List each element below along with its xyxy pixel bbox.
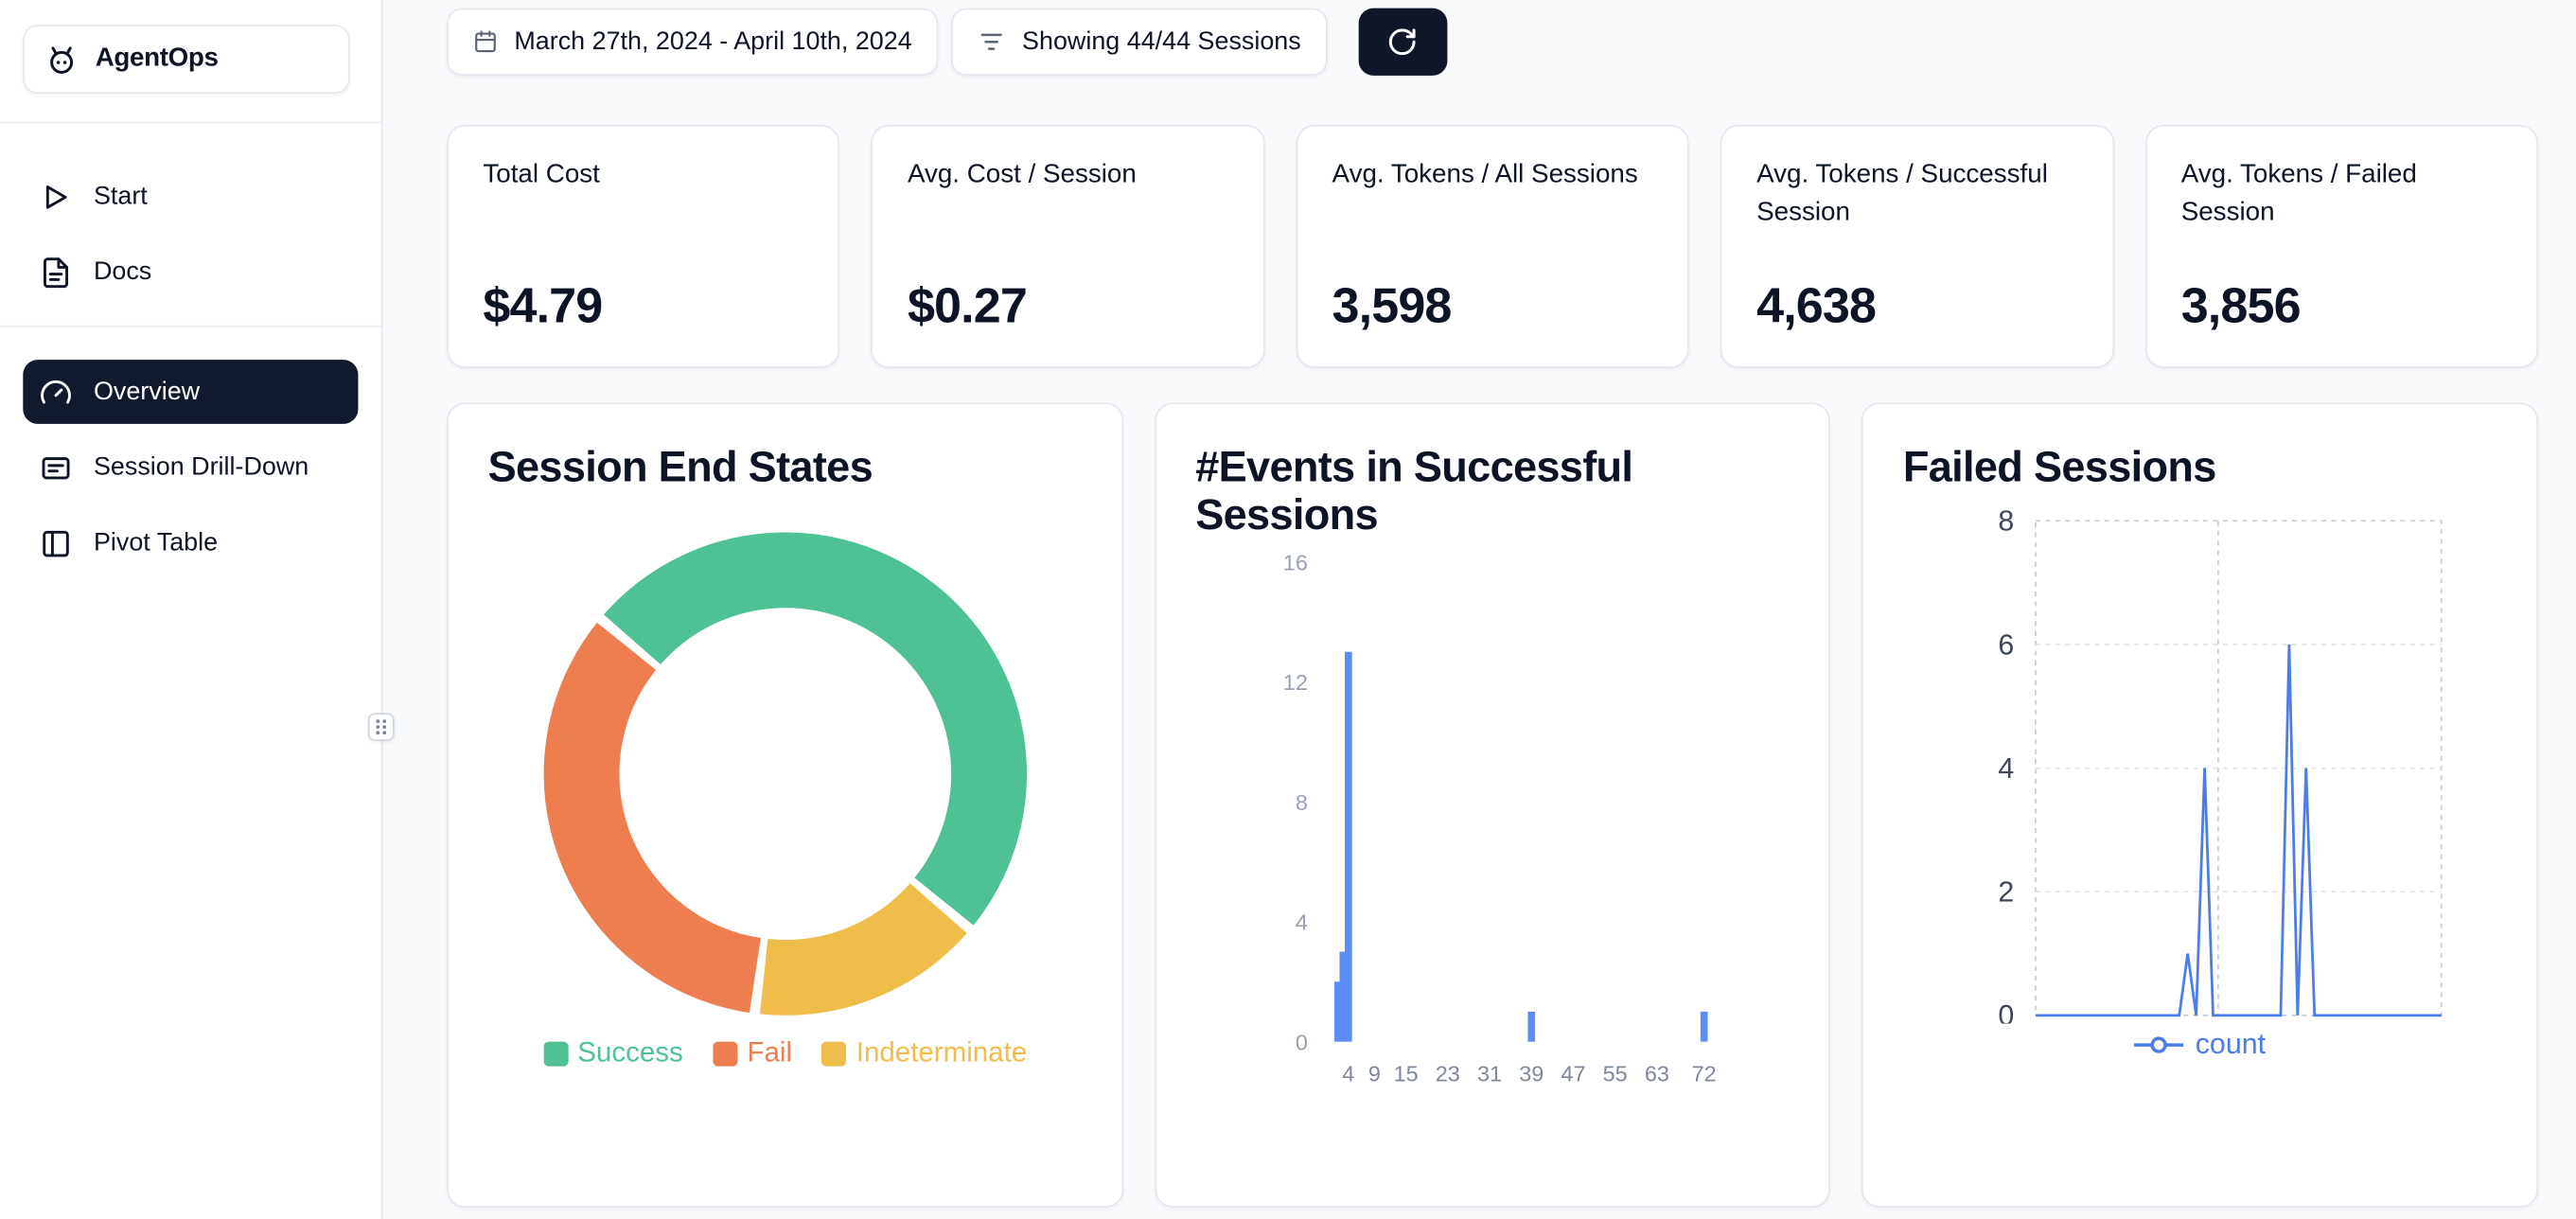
svg-text:12: 12 bbox=[1282, 670, 1307, 695]
session-end-states-card: Session End States Success Fail bbox=[447, 402, 1123, 1208]
sidebar-item-session-drill-down[interactable]: Session Drill-Down bbox=[23, 435, 358, 500]
pivot-table-icon bbox=[43, 530, 69, 556]
stat-card-avg-tokens-failed: Avg. Tokens / Failed Session 3,856 bbox=[2144, 124, 2539, 368]
charts-row: Session End States Success Fail bbox=[447, 402, 2539, 1208]
refresh-icon bbox=[1389, 28, 1417, 56]
donut-legend: Success Fail Indeterminate bbox=[488, 1037, 1083, 1070]
svg-text:47: 47 bbox=[1561, 1062, 1585, 1086]
legend-swatch bbox=[542, 1040, 568, 1066]
stat-label: Avg. Tokens / Successful Session bbox=[1756, 161, 2048, 227]
svg-text:2: 2 bbox=[1999, 876, 2015, 909]
filter-icon bbox=[980, 33, 1002, 50]
app-name: AgentOps bbox=[95, 44, 219, 73]
stat-label: Avg. Tokens / Failed Session bbox=[2180, 161, 2417, 227]
date-range-label: March 27th, 2024 - April 10th, 2024 bbox=[514, 26, 912, 56]
gauge-icon bbox=[41, 380, 71, 403]
file-text-icon bbox=[44, 256, 69, 288]
svg-text:16: 16 bbox=[1282, 551, 1307, 575]
sidebar-item-label: Docs bbox=[93, 256, 152, 286]
stat-card-avg-tokens-all: Avg. Tokens / All Sessions 3,598 bbox=[1296, 124, 1689, 368]
line-chart-legend[interactable]: count bbox=[1903, 1027, 2497, 1061]
legend-label: Success bbox=[577, 1036, 683, 1069]
sidebar-item-label: Overview bbox=[93, 377, 201, 405]
svg-text:4: 4 bbox=[1342, 1062, 1354, 1086]
legend-label: Fail bbox=[747, 1036, 793, 1069]
legend-swatch bbox=[713, 1040, 738, 1066]
svg-text:6: 6 bbox=[1999, 629, 2015, 662]
play-icon bbox=[45, 185, 67, 208]
sidebar-resize-handle[interactable] bbox=[367, 713, 395, 741]
stat-label: Avg. Tokens / All Sessions bbox=[1332, 161, 1638, 189]
date-range-button[interactable]: March 27th, 2024 - April 10th, 2024 bbox=[447, 8, 939, 76]
svg-text:0: 0 bbox=[1295, 1031, 1307, 1055]
line-legend-label: count bbox=[2195, 1027, 2267, 1060]
legend-label: Indeterminate bbox=[856, 1036, 1028, 1069]
main-content: March 27th, 2024 - April 10th, 2024 Show… bbox=[382, 0, 2576, 1219]
stat-card-total-cost: Total Cost $4.79 bbox=[447, 124, 840, 368]
sidebar-divider bbox=[0, 121, 381, 124]
sidebar-item-label: Start bbox=[93, 181, 148, 210]
sidebar-item-pivot-table[interactable]: Pivot Table bbox=[23, 511, 358, 575]
failed-sessions-card: Failed Sessions 0 2 4 6 8 count bbox=[1861, 402, 2539, 1208]
legend-swatch bbox=[821, 1040, 847, 1066]
app-logo[interactable]: AgentOps bbox=[23, 25, 350, 94]
stat-label: Total Cost bbox=[483, 161, 600, 189]
stat-card-avg-cost-session: Avg. Cost / Session $0.27 bbox=[871, 124, 1265, 368]
line-legend-marker-icon bbox=[2134, 1035, 2184, 1053]
chart-title: Session End States bbox=[487, 441, 873, 492]
toolbar: March 27th, 2024 - April 10th, 2024 Show… bbox=[447, 8, 2538, 76]
svg-text:15: 15 bbox=[1393, 1062, 1418, 1086]
sidebar-item-docs[interactable]: Docs bbox=[23, 239, 358, 304]
sidebar-item-start[interactable]: Start bbox=[23, 165, 358, 229]
svg-text:8: 8 bbox=[1295, 790, 1307, 815]
stat-value: 4,638 bbox=[1756, 279, 1877, 334]
stat-value: $0.27 bbox=[907, 279, 1028, 334]
stat-cards-row: Total Cost $4.79 Avg. Cost / Session $0.… bbox=[447, 124, 2539, 368]
svg-text:72: 72 bbox=[1691, 1062, 1716, 1086]
stat-value: 3,598 bbox=[1332, 279, 1453, 334]
svg-text:39: 39 bbox=[1519, 1062, 1544, 1086]
sidebar-nav: Start Docs Overview bbox=[0, 123, 381, 574]
sessions-filter-button[interactable]: Showing 44/44 Sessions bbox=[951, 8, 1328, 76]
svg-text:8: 8 bbox=[1999, 505, 2015, 538]
calendar-icon bbox=[475, 30, 496, 53]
sidebar-divider bbox=[0, 325, 381, 327]
legend-item-fail[interactable]: Fail bbox=[713, 1037, 792, 1070]
refresh-button[interactable] bbox=[1358, 8, 1448, 76]
svg-text:63: 63 bbox=[1644, 1062, 1668, 1086]
list-card-icon bbox=[42, 456, 70, 479]
svg-text:31: 31 bbox=[1476, 1062, 1501, 1086]
svg-text:0: 0 bbox=[1999, 999, 2015, 1023]
svg-text:4: 4 bbox=[1999, 752, 2015, 785]
sidebar-item-overview[interactable]: Overview bbox=[23, 360, 359, 424]
svg-text:9: 9 bbox=[1367, 1062, 1380, 1086]
svg-text:4: 4 bbox=[1295, 910, 1307, 935]
agentops-logo-icon bbox=[50, 45, 74, 73]
donut-chart bbox=[488, 527, 1083, 1020]
drag-dots-icon bbox=[376, 719, 387, 735]
svg-text:55: 55 bbox=[1602, 1062, 1627, 1086]
stat-value: 3,856 bbox=[2180, 279, 2302, 334]
stat-card-avg-tokens-successful: Avg. Tokens / Successful Session 4,638 bbox=[1720, 124, 2114, 368]
sessions-filter-label: Showing 44/44 Sessions bbox=[1022, 26, 1301, 56]
legend-item-indeterminate[interactable]: Indeterminate bbox=[821, 1037, 1027, 1070]
donut-chart-svg[interactable] bbox=[538, 527, 1032, 1020]
stat-label: Avg. Cost / Session bbox=[907, 161, 1137, 189]
stat-value: $4.79 bbox=[483, 279, 603, 334]
events-in-successful-sessions-card: #Events in Successful Sessions 0 4 8 12 16 4 9… bbox=[1154, 402, 1831, 1208]
sidebar-item-label: Pivot Table bbox=[93, 528, 219, 556]
legend-item-success[interactable]: Success bbox=[542, 1036, 683, 1070]
svg-text:23: 23 bbox=[1435, 1062, 1459, 1086]
sidebar-item-label: Session Drill-Down bbox=[93, 452, 309, 481]
chart-title: #Events in Successful Sessions bbox=[1195, 441, 1633, 539]
line-chart-svg[interactable]: 0 2 4 6 8 bbox=[1903, 504, 2503, 1024]
sidebar: AgentOps Start Docs bbox=[0, 0, 395, 1219]
chart-title: Failed Sessions bbox=[1902, 441, 2216, 492]
